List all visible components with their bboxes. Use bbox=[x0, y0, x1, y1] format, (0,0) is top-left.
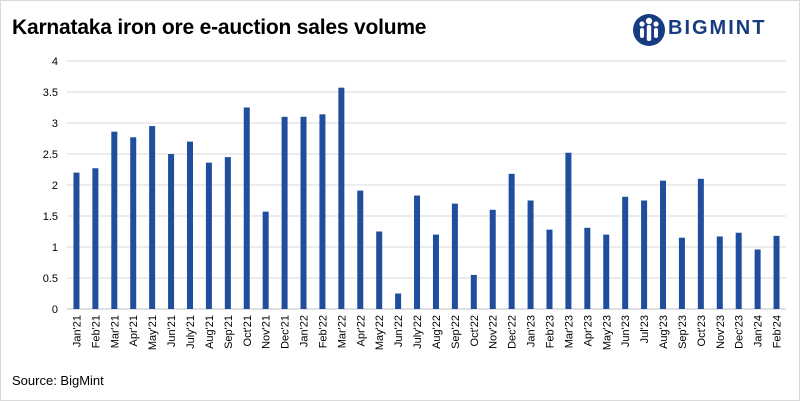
x-tick-label: Oct'22 bbox=[469, 315, 481, 346]
bar bbox=[168, 154, 175, 309]
x-tick-label: Jul'23 bbox=[639, 315, 651, 343]
y-tick-label: 2 bbox=[52, 180, 58, 192]
x-tick-label: Jun'21 bbox=[166, 315, 178, 347]
x-tick-label: May'22 bbox=[374, 315, 386, 350]
bar bbox=[565, 152, 572, 309]
bar bbox=[205, 162, 212, 309]
bar bbox=[111, 131, 118, 309]
x-tick-label: Sep'21 bbox=[223, 315, 235, 349]
x-tick-label: Aug'21 bbox=[204, 315, 216, 349]
bar bbox=[300, 116, 307, 309]
y-tick-label: 3.5 bbox=[43, 87, 58, 99]
x-tick-label: Apr'23 bbox=[582, 315, 594, 346]
x-tick-label: Jan'21 bbox=[71, 315, 83, 347]
x-tick-label: Dec'21 bbox=[280, 315, 292, 349]
x-tick-label: Dec'22 bbox=[507, 315, 519, 349]
bar bbox=[527, 200, 534, 309]
y-tick-label: 4 bbox=[52, 56, 58, 68]
x-tick-label: July'22 bbox=[412, 315, 424, 349]
x-tick-label: Mar'22 bbox=[336, 315, 348, 348]
y-tick-label: 2.5 bbox=[43, 149, 58, 161]
x-tick-label: Jun'22 bbox=[393, 315, 405, 347]
source-note: Source: BigMint bbox=[12, 373, 104, 388]
bar bbox=[660, 180, 667, 309]
x-tick-label: Mar'21 bbox=[109, 315, 121, 348]
x-tick-label: May'21 bbox=[147, 315, 159, 350]
x-tick-label: Aug'22 bbox=[431, 315, 443, 349]
x-tick-label: Nov'22 bbox=[488, 315, 500, 349]
y-tick-label: 1.5 bbox=[43, 211, 58, 223]
x-tick-label: May'23 bbox=[601, 315, 613, 350]
x-tick-label: Feb'22 bbox=[317, 315, 329, 348]
x-tick-label: Feb'24 bbox=[772, 315, 784, 348]
bar bbox=[281, 116, 288, 309]
bar bbox=[508, 173, 515, 309]
x-tick-label: Mar'23 bbox=[563, 315, 575, 348]
bar bbox=[622, 196, 629, 309]
x-tick-label: Jan'23 bbox=[526, 315, 538, 347]
bar bbox=[735, 232, 742, 309]
bar bbox=[584, 227, 591, 309]
bar bbox=[92, 168, 99, 309]
bar bbox=[149, 126, 156, 309]
x-tick-label: Oct'23 bbox=[696, 315, 708, 346]
bar bbox=[603, 234, 610, 309]
bar bbox=[697, 178, 704, 309]
x-tick-label: Dec'23 bbox=[734, 315, 746, 349]
bar bbox=[641, 200, 648, 309]
x-tick-label: Jan'24 bbox=[753, 315, 765, 347]
x-tick-label: Jan'22 bbox=[299, 315, 311, 347]
x-tick-label: Sep'22 bbox=[450, 315, 462, 349]
bar bbox=[262, 211, 269, 309]
bar bbox=[376, 231, 383, 309]
bar bbox=[451, 203, 458, 309]
bar bbox=[414, 195, 421, 309]
bigmint-logo-text: BIGMINT bbox=[668, 17, 767, 39]
x-tick-label: July'21 bbox=[185, 315, 197, 349]
x-tick-label: Apr'21 bbox=[128, 315, 140, 346]
bar bbox=[224, 157, 231, 309]
bigmint-logo: BIGMINT bbox=[632, 12, 792, 48]
bar bbox=[186, 141, 193, 309]
bar bbox=[73, 172, 80, 309]
x-tick-label: Oct'21 bbox=[242, 315, 254, 346]
x-tick-label: Aug'23 bbox=[658, 315, 670, 349]
bar bbox=[130, 137, 137, 309]
y-tick-label: 0 bbox=[52, 304, 58, 316]
bar bbox=[319, 114, 326, 309]
chart-title: Karnataka iron ore e-auction sales volum… bbox=[12, 16, 427, 39]
x-tick-label: Nov'21 bbox=[261, 315, 273, 349]
bar bbox=[489, 209, 496, 309]
x-tick-label: Apr'22 bbox=[355, 315, 367, 346]
bar bbox=[338, 87, 345, 309]
y-tick-label: 3 bbox=[52, 118, 58, 130]
bigmint-logo-icon bbox=[633, 14, 665, 46]
bar bbox=[357, 190, 364, 309]
bar bbox=[470, 274, 477, 309]
bar bbox=[243, 107, 250, 309]
bar bbox=[773, 235, 780, 309]
bar bbox=[395, 293, 402, 309]
bar bbox=[546, 229, 553, 309]
x-tick-label: Sep'23 bbox=[677, 315, 689, 349]
x-tick-label: Nov'23 bbox=[715, 315, 727, 349]
x-tick-label: Feb'21 bbox=[90, 315, 102, 348]
y-tick-label: 0.5 bbox=[43, 273, 58, 285]
x-tick-label: Jun'23 bbox=[620, 315, 632, 347]
y-tick-label: 1 bbox=[52, 242, 58, 254]
bar bbox=[678, 237, 685, 309]
x-tick-label: Feb'23 bbox=[544, 315, 556, 348]
bar bbox=[432, 234, 439, 309]
bar bbox=[716, 236, 723, 309]
bar bbox=[754, 249, 761, 309]
